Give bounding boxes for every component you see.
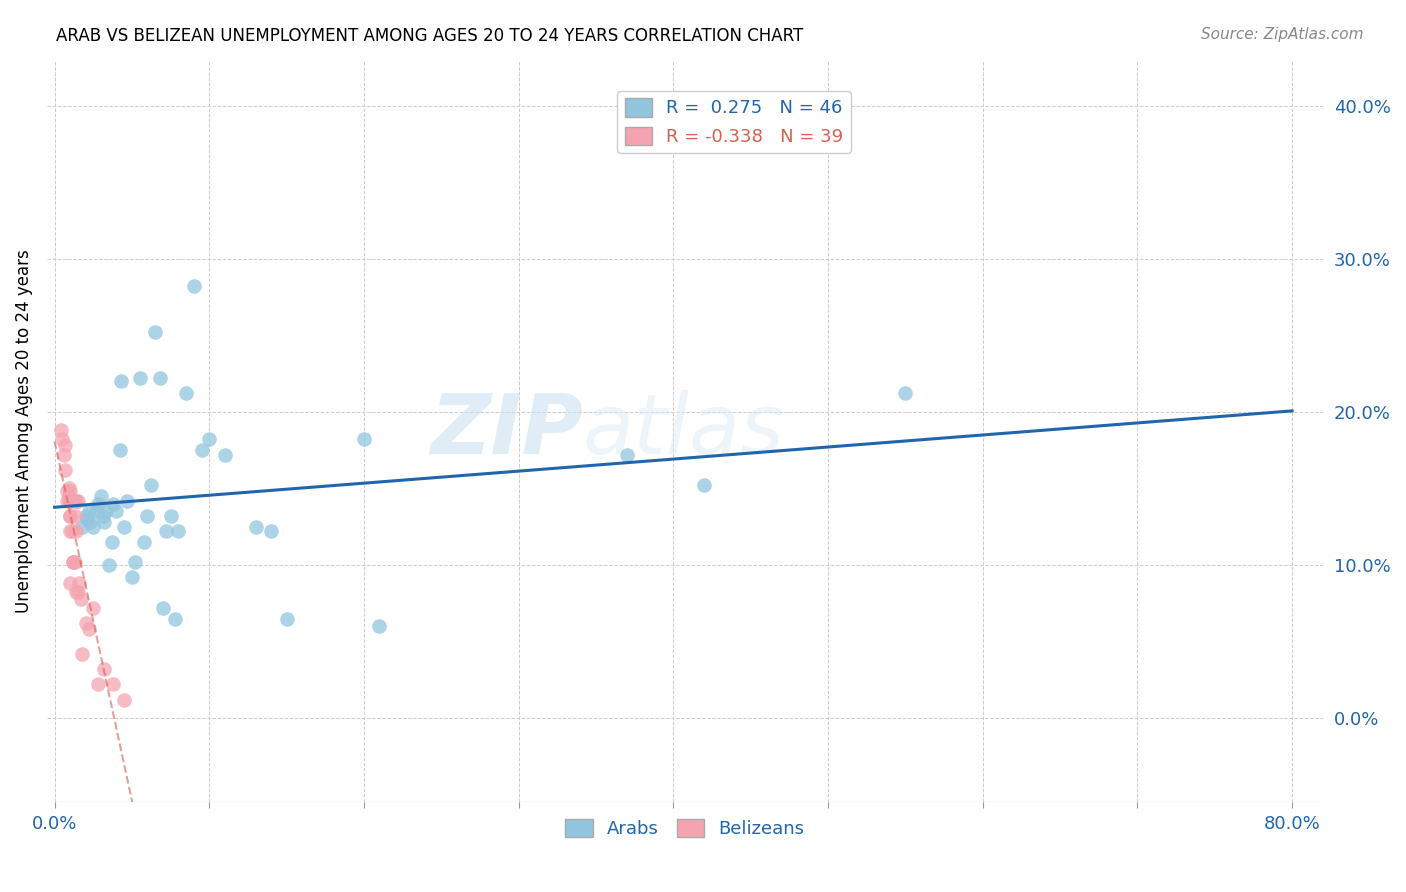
Text: Source: ZipAtlas.com: Source: ZipAtlas.com	[1201, 27, 1364, 42]
Point	[72, 519, 94, 533]
Point	[75, 616, 97, 631]
Point	[353, 433, 375, 447]
Point	[82, 519, 104, 533]
Point	[65, 524, 87, 539]
Point	[59, 508, 82, 523]
Point	[97, 558, 120, 572]
Point	[124, 555, 146, 569]
Point	[121, 570, 143, 584]
Point	[190, 443, 212, 458]
Point	[90, 489, 112, 503]
Point	[87, 497, 110, 511]
Y-axis label: Unemployment Among Ages 20 to 24 years: Unemployment Among Ages 20 to 24 years	[15, 249, 32, 613]
Point	[63, 555, 86, 569]
Point	[159, 508, 181, 523]
Point	[103, 497, 125, 511]
Point	[66, 493, 89, 508]
Point	[62, 555, 84, 569]
Point	[56, 484, 79, 499]
Point	[136, 508, 159, 523]
Point	[72, 647, 94, 661]
Point	[76, 512, 98, 526]
Point	[77, 504, 100, 518]
Point	[245, 519, 267, 533]
Point	[58, 489, 80, 503]
Point	[59, 576, 82, 591]
Point	[87, 677, 110, 691]
Point	[108, 443, 131, 458]
Point	[128, 371, 150, 385]
Point	[149, 371, 172, 385]
Point	[63, 493, 86, 508]
Point	[59, 508, 82, 523]
Text: ZIP: ZIP	[430, 391, 583, 472]
Point	[63, 508, 86, 523]
Point	[214, 448, 236, 462]
Point	[58, 481, 80, 495]
Point	[59, 493, 82, 508]
Point	[52, 448, 75, 462]
Point	[134, 535, 156, 549]
Point	[62, 555, 84, 569]
Point	[693, 478, 716, 492]
Point	[59, 524, 82, 539]
Point	[276, 611, 298, 625]
Point	[55, 438, 77, 452]
Point	[51, 433, 73, 447]
Point	[65, 585, 87, 599]
Point	[260, 524, 283, 539]
Point	[616, 448, 638, 462]
Point	[49, 423, 72, 437]
Point	[368, 619, 391, 633]
Point	[167, 524, 190, 539]
Point	[894, 386, 917, 401]
Point	[139, 478, 162, 492]
Point	[65, 493, 87, 508]
Text: ARAB VS BELIZEAN UNEMPLOYMENT AMONG AGES 20 TO 24 YEARS CORRELATION CHART: ARAB VS BELIZEAN UNEMPLOYMENT AMONG AGES…	[56, 27, 803, 45]
Point	[101, 535, 124, 549]
Point	[56, 493, 79, 508]
Point	[117, 493, 139, 508]
Point	[70, 591, 93, 606]
Point	[66, 585, 89, 599]
Point	[60, 493, 83, 508]
Point	[58, 493, 80, 508]
Point	[112, 692, 135, 706]
Point	[94, 504, 117, 518]
Point	[93, 662, 115, 676]
Point	[82, 600, 104, 615]
Point	[55, 463, 77, 477]
Point	[174, 386, 197, 401]
Point	[103, 677, 125, 691]
Point	[59, 492, 82, 507]
Point	[77, 622, 100, 636]
Point	[165, 611, 187, 625]
Point	[59, 484, 82, 499]
Point	[183, 279, 205, 293]
Point	[91, 508, 114, 523]
Point	[86, 504, 108, 518]
Point	[155, 524, 177, 539]
Point	[93, 515, 115, 529]
Point	[60, 524, 83, 539]
Text: atlas: atlas	[583, 391, 785, 472]
Point	[79, 515, 101, 529]
Point	[152, 600, 174, 615]
Point	[67, 576, 90, 591]
Point	[112, 519, 135, 533]
Point	[105, 504, 128, 518]
Point	[110, 374, 132, 388]
Legend: Arabs, Belizeans: Arabs, Belizeans	[558, 812, 811, 846]
Point	[198, 433, 221, 447]
Point	[75, 508, 97, 523]
Point	[143, 325, 166, 339]
